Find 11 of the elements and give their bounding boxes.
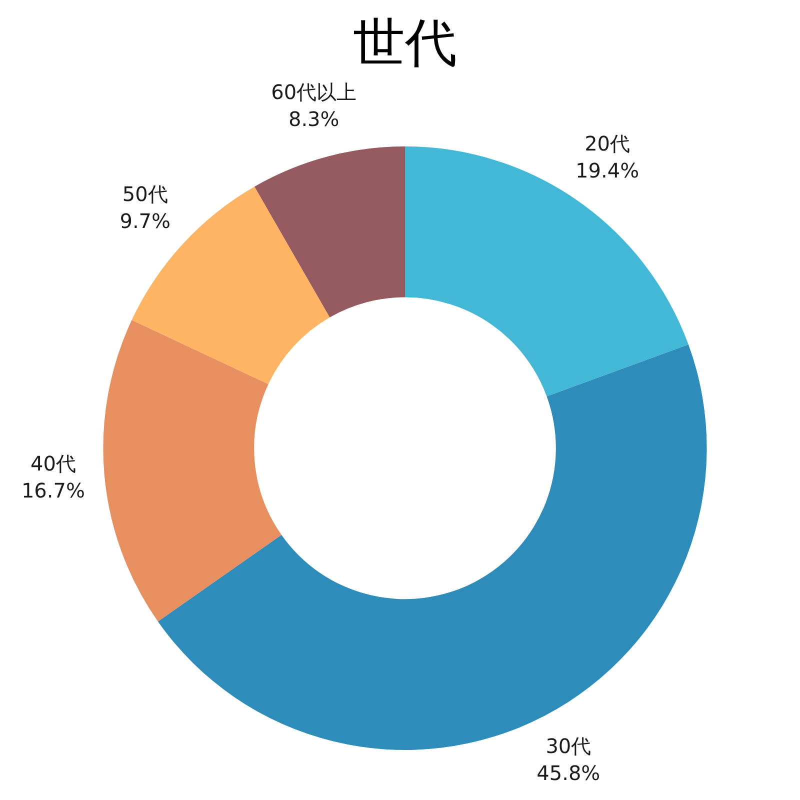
chart-title: 世代: [353, 14, 457, 74]
slice-label: 40代: [30, 451, 76, 476]
data-label: 45.8%: [536, 760, 600, 785]
data-label: 9.7%: [120, 208, 171, 233]
data-label: 16.7%: [21, 478, 85, 502]
slice-label: 50代: [122, 182, 168, 206]
slice-label: 20代: [584, 131, 630, 156]
data-label: 8.3%: [288, 106, 340, 131]
slice-label: 30代: [546, 734, 592, 758]
slice-label: 60代以上: [271, 80, 357, 104]
data-label: 19.4%: [576, 158, 640, 182]
